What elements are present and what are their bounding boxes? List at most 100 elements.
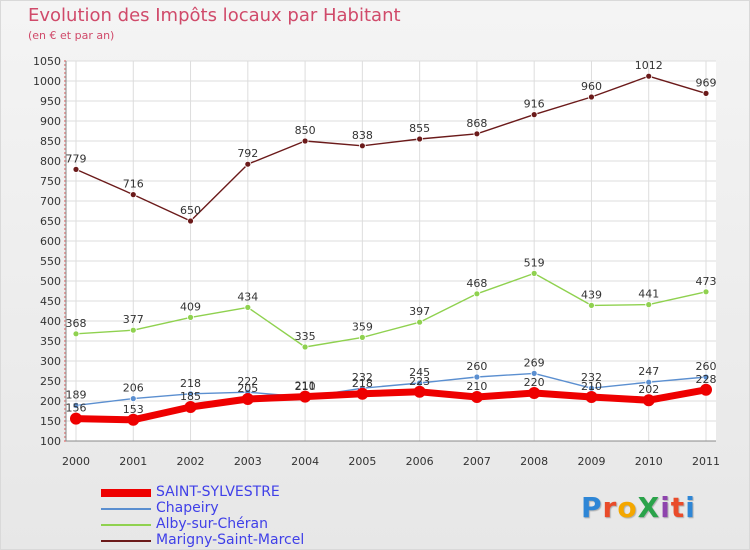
legend-swatch [101,508,151,510]
chart-subtitle: (en € et par an) [28,29,115,42]
data-label-saint-sylvestre: 153 [123,403,144,416]
data-label-alby-sur-ch-ran: 377 [123,313,144,326]
series-line-alby-sur-ch-ran [75,272,707,348]
data-label-marigny-saint-marcel: 838 [352,129,373,142]
data-label-alby-sur-ch-ran: 439 [581,288,602,301]
data-label-chapeiry: 189 [66,388,87,401]
data-label-marigny-saint-marcel: 779 [66,152,87,165]
data-label-alby-sur-ch-ran: 368 [66,317,87,330]
data-label-chapeiry: 260 [696,360,717,373]
y-tick-label: 250 [40,375,61,388]
y-tick-label: 700 [40,195,61,208]
x-tick-label: 2008 [520,455,548,468]
data-point-alby-sur-ch-ran [129,326,137,334]
x-tick-label: 2000 [62,455,90,468]
y-tick-label: 400 [40,315,61,328]
data-label-marigny-saint-marcel: 960 [581,80,602,93]
y-tick-label: 900 [40,115,61,128]
data-point-chapeiry [129,395,137,403]
y-tick-label: 1000 [33,75,61,88]
data-point-marigny-saint-marcel [473,130,481,138]
data-point-alby-sur-ch-ran [301,343,309,351]
data-point-chapeiry [530,369,538,377]
data-label-saint-sylvestre: 156 [66,402,87,415]
data-label-alby-sur-ch-ran: 468 [466,277,487,290]
data-point-alby-sur-ch-ran [187,313,194,321]
data-point-saint-sylvestre [70,412,82,425]
plot-area [66,61,716,441]
data-point-marigny-saint-marcel [645,72,653,80]
y-tick-label: 650 [40,215,61,228]
x-tick-label: 2010 [635,455,663,468]
data-point-chapeiry [72,401,80,409]
data-label-saint-sylvestre: 210 [581,380,602,393]
data-point-saint-sylvestre [585,391,598,403]
x-tick-label: 2005 [348,455,376,468]
data-point-marigny-saint-marcel [416,135,424,143]
data-point-saint-sylvestre [528,387,541,399]
y-tick-label: 550 [40,255,61,268]
data-label-saint-sylvestre: 218 [352,377,373,390]
data-label-alby-sur-ch-ran: 434 [237,290,258,303]
series-line-marigny-saint-marcel [75,75,707,222]
y-tick-label: 100 [40,435,61,448]
data-label-alby-sur-ch-ran: 441 [638,288,659,301]
data-label-saint-sylvestre: 210 [466,380,487,393]
data-label-chapeiry: 206 [123,382,144,395]
data-point-saint-sylvestre [184,401,197,413]
legend-swatch [101,489,151,497]
y-tick-label: 350 [40,335,61,348]
data-label-chapeiry: 222 [237,375,258,388]
chart-title: Evolution des Impôts locaux par Habitant [28,5,401,26]
data-label-alby-sur-ch-ran: 519 [524,256,545,269]
data-label-saint-sylvestre: 211 [295,380,316,393]
data-point-alby-sur-ch-ran [358,333,366,341]
data-point-marigny-saint-marcel [244,160,252,168]
data-label-marigny-saint-marcel: 855 [409,122,430,135]
data-point-marigny-saint-marcel [588,93,595,101]
y-tick-label: 300 [40,355,61,368]
y-tick-label: 450 [40,295,61,308]
data-label-saint-sylvestre: 228 [696,373,717,386]
x-tick-label: 2001 [119,455,147,468]
data-label-marigny-saint-marcel: 969 [696,76,717,89]
series-line-chapeiry [75,372,707,407]
data-point-saint-sylvestre [413,385,426,398]
legend-label: SAINT-SYLVESTRE [156,484,280,500]
y-tick-label: 850 [40,135,61,148]
data-label-chapeiry: 260 [466,360,487,373]
data-point-marigny-saint-marcel [187,217,194,225]
data-label-marigny-saint-marcel: 1012 [635,59,663,72]
data-point-marigny-saint-marcel [530,111,538,118]
y-tick-label: 800 [40,155,61,168]
data-label-alby-sur-ch-ran: 335 [295,330,316,343]
data-point-saint-sylvestre [700,383,712,396]
data-point-chapeiry [645,378,653,386]
data-point-marigny-saint-marcel [702,90,710,97]
data-label-saint-sylvestre: 220 [524,376,545,389]
x-tick-label: 2009 [577,455,605,468]
data-label-marigny-saint-marcel: 868 [466,117,487,130]
data-label-chapeiry: 232 [352,371,373,384]
data-point-marigny-saint-marcel [301,137,309,145]
data-label-chapeiry: 245 [409,366,430,379]
y-tick-label: 600 [40,235,61,248]
x-tick-label: 2003 [234,455,262,468]
x-tick-label: 2004 [291,455,319,468]
data-label-marigny-saint-marcel: 916 [524,98,545,111]
data-point-alby-sur-ch-ran [588,301,595,309]
data-label-alby-sur-ch-ran: 473 [696,275,717,288]
data-point-marigny-saint-marcel [72,165,80,173]
data-label-saint-sylvestre: 202 [638,383,659,396]
data-point-alby-sur-ch-ran [530,269,538,277]
y-tick-label: 200 [40,395,61,408]
data-point-saint-sylvestre [241,393,254,405]
data-point-marigny-saint-marcel [358,142,366,150]
data-point-marigny-saint-marcel [129,191,137,199]
data-label-saint-sylvestre: 223 [409,375,430,388]
legend-label: Alby-sur-Chéran [156,516,268,532]
data-label-saint-sylvestre: 205 [237,382,258,395]
data-label-chapeiry: 247 [638,365,659,378]
